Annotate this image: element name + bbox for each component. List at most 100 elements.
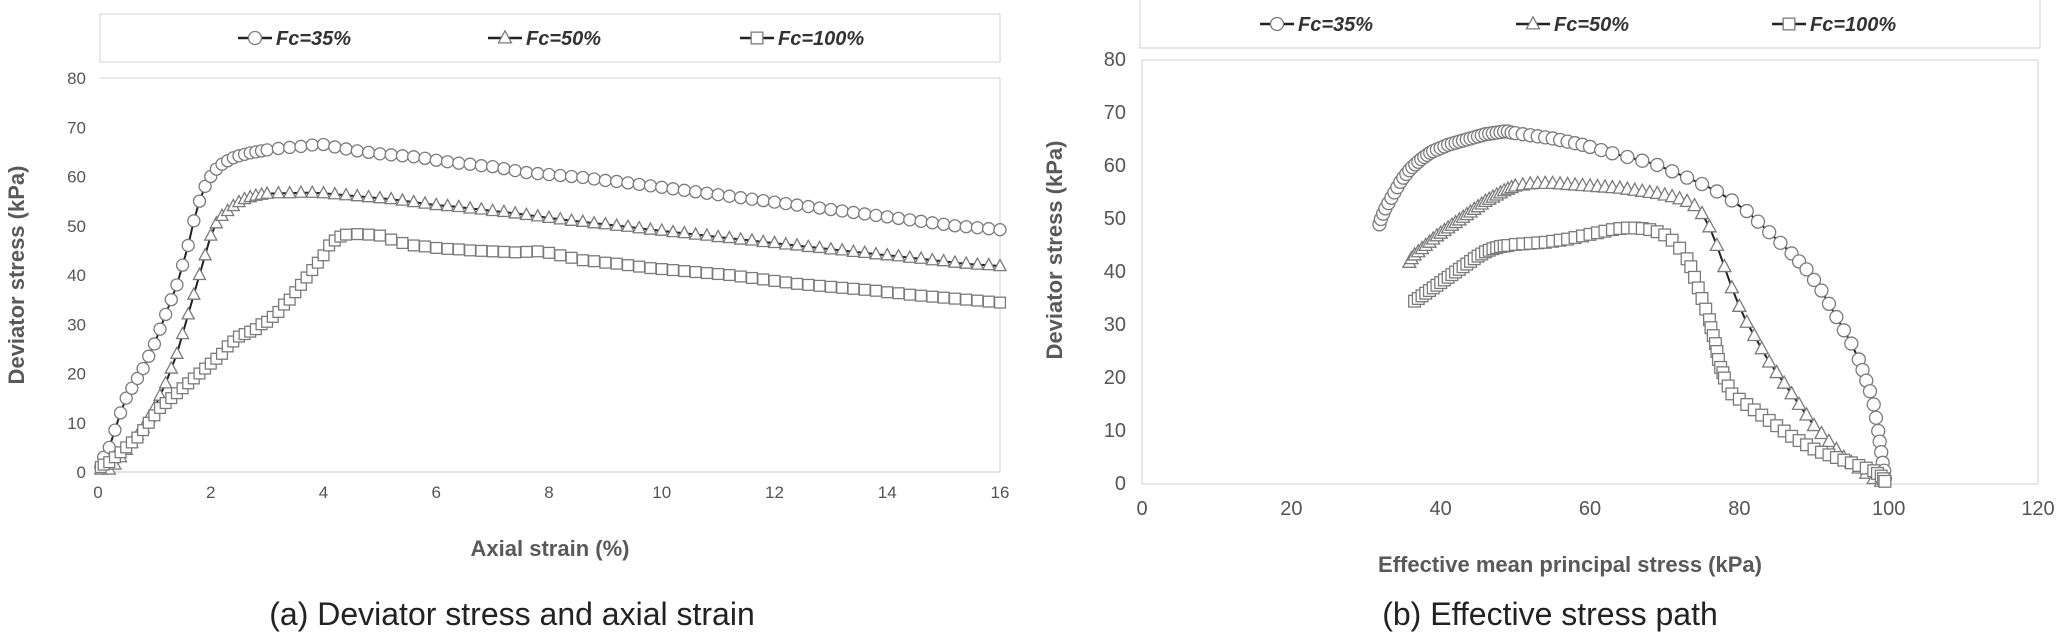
data-point	[508, 205, 523, 219]
y-tick-label: 40	[1104, 261, 1126, 283]
data-point	[293, 184, 309, 198]
data-point	[271, 185, 286, 199]
data-point	[812, 201, 827, 215]
y-axis-title-a: Deviator stress (kPa)	[4, 166, 29, 385]
data-point	[959, 255, 974, 269]
data-point	[925, 216, 939, 230]
data-point	[677, 183, 691, 197]
data-point	[712, 267, 725, 281]
y-tick-label: 50	[67, 217, 86, 236]
data-point	[1664, 164, 1680, 179]
data-point	[745, 271, 758, 285]
data-point	[395, 192, 410, 206]
data-point	[1862, 384, 1878, 399]
data-point	[181, 238, 195, 253]
x-tick-label: 80	[1728, 498, 1750, 520]
data-point	[519, 165, 534, 180]
x-tick-label: 6	[432, 483, 441, 502]
data-point	[970, 221, 985, 235]
data-point	[396, 236, 409, 250]
x-tick-label: 20	[1280, 498, 1302, 520]
x-tick-label: 2	[206, 483, 215, 502]
data-point	[519, 206, 534, 221]
legend-marker	[1269, 16, 1285, 32]
data-point	[813, 279, 826, 292]
y-tick-label: 10	[67, 414, 86, 433]
data-point	[485, 203, 500, 217]
data-point	[339, 142, 353, 156]
data-point	[108, 423, 122, 437]
data-point	[688, 185, 703, 199]
data-point	[926, 290, 939, 303]
data-point	[474, 159, 489, 173]
data-point	[734, 191, 748, 205]
legend-label: Fc=35%	[276, 28, 351, 50]
data-point	[1695, 291, 1709, 305]
x-ticks-b: 0 20 40 60 80 100 120	[1136, 498, 2054, 520]
data-point	[181, 306, 196, 320]
data-point	[1746, 327, 1762, 342]
data-point	[198, 179, 212, 194]
data-point	[1806, 417, 1822, 432]
data-point	[373, 229, 386, 242]
data-point	[1688, 270, 1702, 284]
data-point	[164, 292, 178, 307]
data-point	[858, 283, 871, 296]
data-point	[971, 294, 984, 307]
x-tick-label: 0	[1136, 498, 1147, 520]
data-point	[936, 253, 951, 267]
data-point	[406, 194, 421, 208]
y-axis-title-b: Deviator stress (kPa)	[1042, 141, 1067, 360]
data-point	[823, 241, 838, 255]
data-point	[316, 137, 331, 152]
data-point	[846, 243, 861, 258]
series-square	[1408, 221, 1892, 488]
data-point	[757, 273, 770, 286]
data-point	[767, 235, 782, 249]
data-point	[767, 195, 782, 209]
data-point	[1821, 433, 1837, 448]
data-point	[192, 267, 207, 281]
data-point	[142, 349, 156, 363]
data-point	[328, 140, 342, 154]
data-point	[158, 375, 173, 389]
data-point	[1754, 340, 1770, 355]
data-point	[362, 228, 375, 241]
y-tick-label: 40	[67, 266, 86, 285]
data-point	[643, 179, 658, 193]
data-point	[418, 151, 432, 165]
data-point	[1724, 193, 1740, 208]
data-point	[1701, 218, 1718, 233]
data-point	[463, 157, 477, 171]
data-point	[384, 191, 399, 205]
x-tick-label: 16	[991, 483, 1010, 502]
data-point	[1709, 236, 1725, 252]
data-point	[723, 268, 736, 282]
data-point	[1784, 385, 1800, 400]
legend-marker	[1782, 17, 1796, 31]
data-point	[768, 274, 781, 287]
data-point	[789, 237, 805, 251]
data-point	[1716, 258, 1732, 273]
data-point	[541, 209, 557, 224]
data-point	[316, 185, 331, 199]
data-point	[1739, 203, 1754, 219]
data-point	[948, 219, 962, 233]
legend-marker	[750, 31, 764, 45]
series-circle	[94, 137, 1007, 474]
data-point	[722, 189, 737, 203]
y-tick-label: 60	[67, 168, 86, 187]
data-point	[610, 257, 623, 270]
data-point	[153, 322, 167, 336]
data-point	[119, 391, 133, 405]
series-triangle	[93, 184, 1008, 475]
x-tick-label: 8	[544, 483, 553, 502]
data-point	[734, 270, 747, 283]
data-point	[881, 286, 894, 299]
data-point	[1806, 272, 1822, 288]
data-point	[779, 196, 793, 211]
data-point	[824, 280, 837, 293]
data-point	[372, 190, 387, 204]
data-point	[260, 185, 275, 199]
x-tick-label: 60	[1579, 498, 1601, 520]
